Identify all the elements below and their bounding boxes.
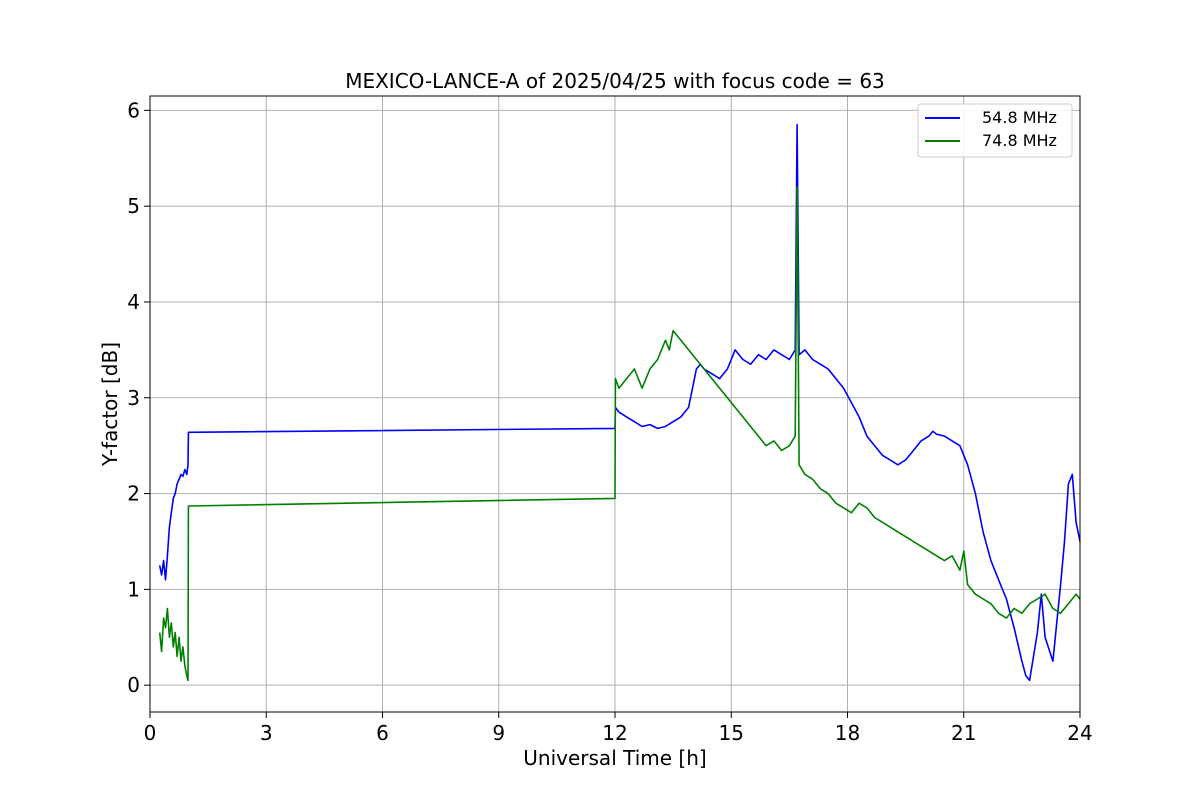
x-tick-label: 18	[835, 721, 860, 745]
y-tick-label: 2	[127, 482, 140, 506]
x-tick-label: 9	[492, 721, 505, 745]
x-tick-label: 15	[719, 721, 744, 745]
y-tick-label: 6	[127, 98, 140, 122]
series-line-74-8-mhz	[158, 186, 1081, 682]
y-tick-label: 5	[127, 194, 140, 218]
x-tick-label: 3	[260, 721, 273, 745]
legend: 54.8 MHz 74.8 MHz	[917, 103, 1073, 158]
series-line-54-8-mhz	[158, 123, 1081, 682]
legend-label-74-8-mhz: 74.8 MHz	[982, 131, 1057, 150]
x-tick-label: 0	[144, 721, 157, 745]
x-tick-label: 6	[376, 721, 389, 745]
y-tick-label: 1	[127, 577, 140, 601]
x-axis-title: Universal Time [h]	[523, 746, 706, 770]
chart-title: MEXICO-LANCE-A of 2025/04/25 with focus …	[345, 69, 885, 93]
y-tick-label: 0	[127, 673, 140, 697]
x-tick-label: 24	[1067, 721, 1092, 745]
x-tick-label: 21	[951, 721, 976, 745]
y-tick-label: 3	[127, 386, 140, 410]
x-tick-label: 12	[602, 721, 627, 745]
y-tick-label: 4	[127, 290, 140, 314]
legend-label-54-8-mhz: 54.8 MHz	[982, 108, 1057, 127]
series-layer	[158, 123, 1081, 682]
y-axis-title: Y-factor [dB]	[98, 342, 122, 467]
